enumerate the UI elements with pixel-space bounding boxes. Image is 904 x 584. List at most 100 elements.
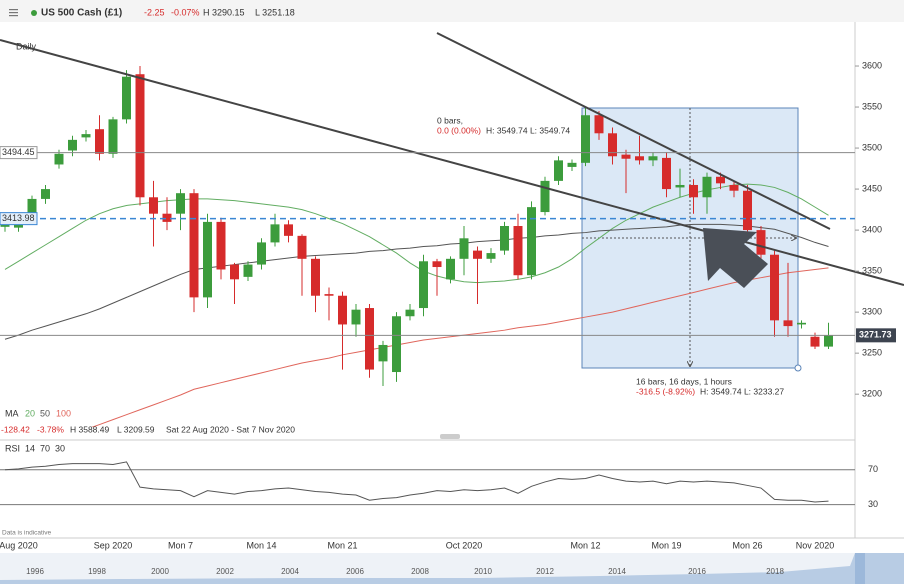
last-price-label: 3271.73 (859, 330, 892, 340)
candle-body (135, 74, 145, 198)
candle-body (621, 154, 631, 159)
candle-body (783, 320, 793, 327)
candle-body (824, 335, 833, 347)
measure-handle[interactable] (794, 364, 802, 372)
measure-label: H: 3549.74 L: 3233.27 (700, 386, 784, 396)
y-tick-label: 3450 (862, 183, 882, 193)
price-line-box (0, 146, 38, 160)
navigator-year: 1998 (88, 567, 106, 576)
candle-body (405, 309, 415, 317)
y-tick-label: 3350 (862, 265, 882, 275)
candle-body (419, 261, 428, 309)
candle-body (513, 226, 523, 276)
high: H 3290.15 (203, 7, 245, 17)
instrument: US 500 Cash (£1) (41, 8, 122, 19)
summary-high: H 3588.49 (70, 424, 109, 434)
navigator-year: 2018 (766, 567, 784, 576)
measure-label: 16 bars, 16 days, 1 hours (636, 376, 732, 386)
candle-body (810, 336, 820, 347)
candle-body (149, 197, 158, 214)
candle-body (432, 261, 442, 268)
x-tick-label: Aug 2020 (0, 540, 38, 550)
candle-body (338, 295, 347, 325)
candle-body (297, 235, 307, 259)
candle-body (554, 160, 563, 181)
y-tick-label: 3200 (862, 389, 882, 399)
measure-label: H: 3549.74 L: 3549.74 (486, 125, 570, 135)
candle-body (648, 156, 658, 161)
rsi-label: RSI (5, 443, 20, 453)
navigator-year: 2012 (536, 567, 554, 576)
x-tick-label: Nov 2020 (796, 540, 835, 550)
candle-body (324, 294, 334, 296)
candle-body (500, 226, 509, 251)
summary-range: Sat 22 Aug 2020 - Sat 7 Nov 2020 (166, 424, 295, 434)
status-dot (31, 10, 37, 16)
change: -2.25 (144, 7, 165, 17)
candle-body (162, 213, 172, 222)
candle-body (581, 115, 590, 163)
candle-body (797, 322, 806, 325)
candle-body (567, 162, 577, 167)
price-line-box (0, 212, 38, 226)
change-pct: -0.07% (171, 7, 200, 17)
navigator-year: 2010 (474, 567, 492, 576)
candle-body (770, 254, 779, 321)
candle-body (311, 258, 320, 296)
x-tick-label: Sep 2020 (94, 540, 133, 550)
y-tick-label: 3500 (862, 142, 882, 152)
candle-body (41, 189, 50, 199)
candle-body (635, 156, 644, 161)
candle-body (270, 224, 280, 243)
header-bar (0, 0, 904, 22)
scroll-handle[interactable] (440, 434, 460, 439)
candle-body (608, 133, 617, 157)
navigator-year: 1996 (26, 567, 44, 576)
navigator-year: 2016 (688, 567, 706, 576)
trendline (436, 32, 831, 230)
x-tick-label: Mon 21 (327, 540, 357, 550)
y-tick-label: 3300 (862, 307, 882, 317)
menu-icon[interactable] (9, 9, 18, 17)
x-tick-label: Mon 19 (651, 540, 681, 550)
low: L 3251.18 (255, 7, 295, 17)
candle-body (540, 180, 550, 213)
candle-body (189, 193, 199, 298)
measure-label: 0 bars, (437, 115, 463, 125)
candle-body (527, 207, 536, 276)
candle-body (675, 184, 685, 188)
candle-body (243, 264, 253, 277)
candle-body (95, 129, 104, 154)
rsi-param: 30 (55, 443, 65, 453)
navigator-year: 2004 (281, 567, 299, 576)
price-line-label: 3494.45 (2, 147, 35, 157)
navigator-window[interactable] (855, 553, 865, 584)
ma-legend: 100 (56, 408, 71, 418)
last-price-box (856, 328, 896, 343)
candle-body (473, 250, 482, 259)
candle-body (81, 134, 91, 138)
candle-body (54, 153, 64, 165)
ma-legend: 50 (40, 408, 50, 418)
candle-body (459, 238, 469, 259)
y-tick-label: 3550 (862, 101, 882, 111)
rsi-param: 70 (40, 443, 50, 453)
candle-body (716, 176, 725, 184)
candle-body (108, 119, 118, 154)
candle-body (203, 221, 212, 298)
plot (0, 66, 833, 427)
rsi-line (4, 461, 829, 503)
x-tick-label: Oct 2020 (446, 540, 483, 550)
candle-body (743, 190, 752, 231)
candle-body (486, 253, 496, 259)
candle-body (365, 308, 374, 370)
candle-body (284, 224, 293, 236)
y-tick-label: 3250 (862, 348, 882, 358)
moving-average (4, 223, 829, 340)
candle-body (392, 316, 401, 373)
summary-change-pct: -3.78% (37, 424, 64, 434)
candle-body (689, 184, 698, 198)
candle-body (27, 198, 37, 214)
candle-body (68, 139, 77, 151)
candle-body (122, 76, 131, 120)
